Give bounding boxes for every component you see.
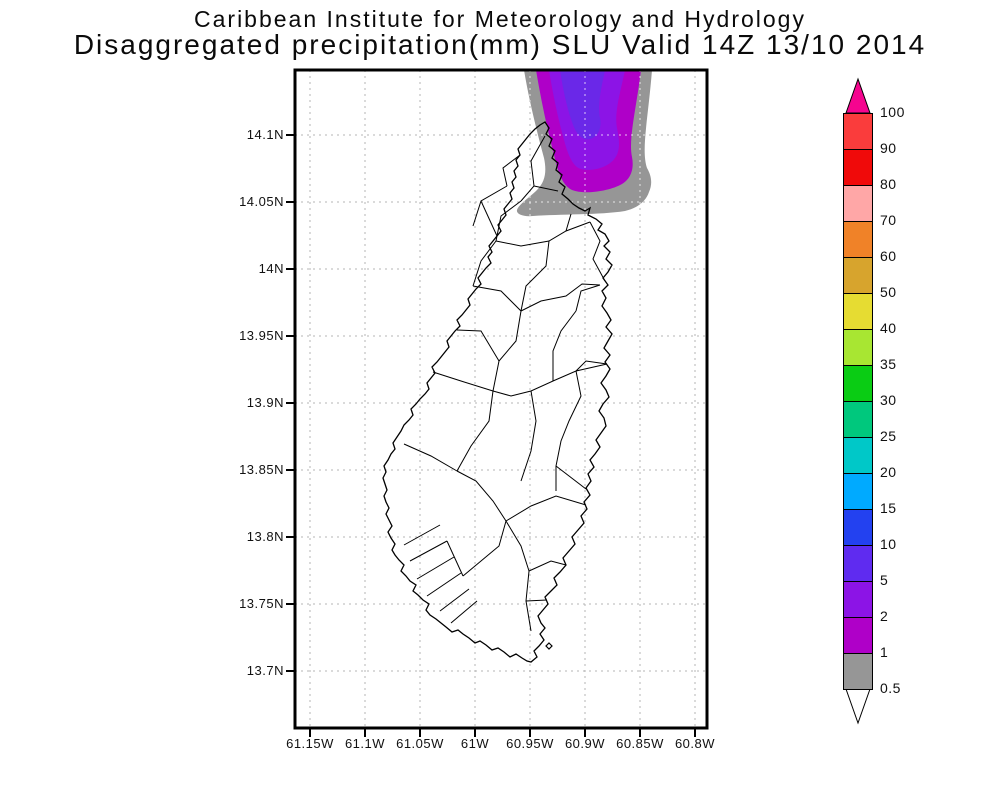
colorbar-boundary-label: 15 [880, 500, 897, 516]
lat-label: 13.75N [239, 596, 284, 611]
lat-label: 13.9N [246, 395, 284, 410]
colorbar-boundary-label: 2 [880, 608, 889, 624]
colorbar-segment [843, 473, 873, 510]
colorbar-segment [843, 545, 873, 582]
graticule-gridlines [295, 70, 707, 728]
lat-label: 14.05N [239, 194, 284, 209]
colorbar-segment [843, 149, 873, 186]
title-product-valid-time: Disaggregated precipitation(mm) SLU Vali… [73, 29, 927, 60]
axis-tick-marks [286, 134, 696, 737]
colorbar-segment [843, 293, 873, 330]
watershed-boundaries [403, 135, 608, 632]
colorbar-segment [843, 221, 873, 258]
colorbar-segment [843, 113, 873, 150]
colorbar-segment [843, 437, 873, 474]
colorbar-boundary-label: 30 [880, 392, 897, 408]
lon-label: 61W [460, 736, 490, 751]
lon-label: 60.95W [506, 736, 554, 751]
lon-label: 60.8W [674, 736, 716, 751]
lat-label: 13.8N [246, 529, 284, 544]
colorbar-boundary-label: 1 [880, 644, 889, 660]
precip-contour-5mm [560, 70, 605, 140]
colorbar-boundary-label: 50 [880, 284, 897, 300]
colorbar-segment [843, 185, 873, 222]
colorbar-segment [843, 581, 873, 618]
plot-frame [293, 68, 709, 730]
colorbar-segment [843, 257, 873, 294]
colorbar-boundary-label: 10 [880, 536, 897, 552]
colorbar-boundary-label: 0.5 [880, 680, 901, 696]
title-institute: Caribbean Institute for Meteorology and … [194, 6, 806, 32]
colorbar-arrow-bottom [845, 688, 871, 725]
colorbar-segment [843, 365, 873, 402]
colorbar-segment [843, 401, 873, 438]
colorbar-segment [843, 329, 873, 366]
colorbar-arrow-top [845, 77, 871, 114]
colorbar-boundary-label: 35 [880, 356, 897, 372]
lon-label: 60.9W [564, 736, 606, 751]
colorbar-boundary-label: 60 [880, 248, 897, 264]
lat-label: 13.85N [239, 462, 284, 477]
coastline [382, 121, 613, 663]
colorbar-boundary-label: 5 [880, 572, 889, 588]
lon-label: 61.15W [286, 736, 334, 751]
colorbar-segment [843, 617, 873, 654]
colorbar-boundary-label: 20 [880, 464, 897, 480]
lon-label: 61.05W [396, 736, 444, 751]
colorbar-boundary-label: 25 [880, 428, 897, 444]
colorbar-boundary-label: 100 [880, 104, 905, 120]
lat-label: 14N [258, 261, 284, 276]
colorbar-boundary-label: 90 [880, 140, 897, 156]
colorbar-segment [843, 653, 873, 690]
colorbar-boundary-label: 80 [880, 176, 897, 192]
lat-label: 13.95N [239, 328, 284, 343]
lon-label: 60.85W [616, 736, 664, 751]
colorbar-boundary-label: 70 [880, 212, 897, 228]
lat-label: 14.1N [246, 127, 284, 142]
precip-shaded-area [516, 70, 652, 217]
colorbar-segment [843, 509, 873, 546]
lon-label: 61.1W [344, 736, 386, 751]
offshore-islet [545, 642, 553, 650]
lat-label: 13.7N [246, 663, 284, 678]
saint-lucia-map [382, 121, 613, 663]
colorbar-boundary-label: 40 [880, 320, 897, 336]
